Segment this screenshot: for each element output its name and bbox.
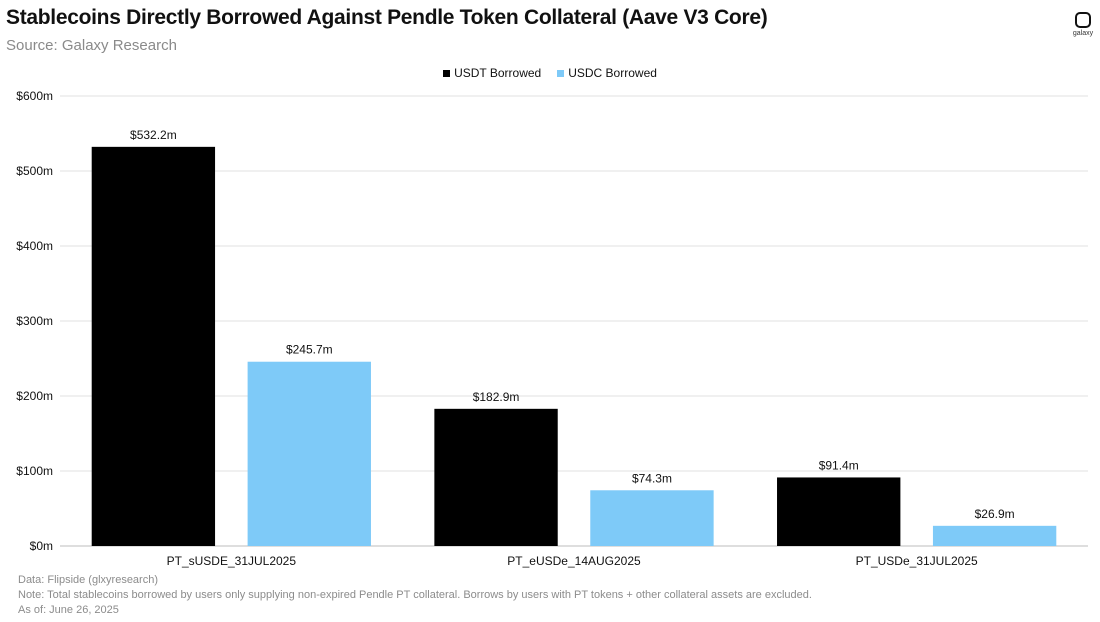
chart-source: Source: Galaxy Research <box>6 37 177 54</box>
data-label: $91.4m <box>819 458 859 472</box>
galaxy-logo-icon <box>1075 12 1091 28</box>
bar-usdt <box>434 408 558 546</box>
legend-label-usdc: USDC Borrowed <box>568 66 657 80</box>
galaxy-logo-text: galaxy <box>1072 30 1094 37</box>
legend-swatch-usdt <box>443 69 451 77</box>
chart-legend: USDT Borrowed USDC Borrowed <box>0 66 1100 80</box>
x-tick-label: PT_sUSDE_31JUL2025 <box>167 554 297 568</box>
y-tick-label: $0m <box>30 539 53 553</box>
bar-usdt <box>91 146 216 546</box>
legend-swatch-usdc <box>557 69 565 77</box>
y-tick-label: $400m <box>16 239 53 253</box>
chart-title: Stablecoins Directly Borrowed Against Pe… <box>6 6 768 29</box>
data-label: $532.2m <box>130 128 177 142</box>
x-tick-label: PT_USDe_31JUL2025 <box>856 554 978 568</box>
legend-item-usdc: USDC Borrowed <box>557 66 657 80</box>
bar-usdc <box>932 525 1057 546</box>
chart-footer: Data: Flipside (glxyresearch) Note: Tota… <box>18 573 812 618</box>
y-tick-label: $300m <box>16 314 53 328</box>
footer-note: Note: Total stablecoins borrowed by user… <box>18 589 812 601</box>
data-label: $26.9m <box>975 507 1015 521</box>
y-tick-label: $100m <box>16 464 53 478</box>
x-tick-label: PT_eUSDe_14AUG2025 <box>507 554 641 568</box>
legend-label-usdt: USDT Borrowed <box>454 66 542 80</box>
galaxy-logo: galaxy <box>1066 12 1100 37</box>
y-tick-label: $200m <box>16 389 53 403</box>
footer-as-of: As of: June 26, 2025 <box>18 604 119 616</box>
data-label: $182.9m <box>473 390 520 404</box>
bar-usdc <box>247 361 371 546</box>
bar-usdc <box>590 490 714 546</box>
y-tick-label: $500m <box>16 164 53 178</box>
y-tick-label: $600m <box>16 89 53 103</box>
footer-data-source: Data: Flipside (glxyresearch) <box>18 574 158 586</box>
data-label: $74.3m <box>632 471 672 485</box>
data-label: $245.7m <box>286 343 333 357</box>
bar-usdt <box>777 477 901 546</box>
legend-item-usdt: USDT Borrowed <box>443 66 541 80</box>
